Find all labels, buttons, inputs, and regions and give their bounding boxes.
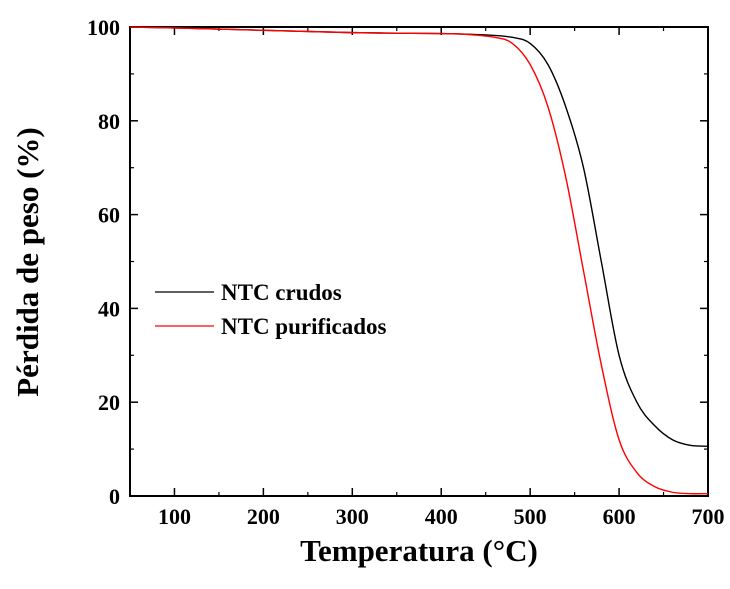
series-line-ntc-crudos xyxy=(129,26,709,447)
x-tick-label: 700 xyxy=(692,504,725,529)
x-axis-title: Temperatura (°C) xyxy=(300,533,538,568)
axis-tick-labels: 100 200 300 400 500 600 700 0 20 40 60 80 100 xyxy=(87,15,725,529)
y-tick-label: 80 xyxy=(98,109,120,134)
y-tick-label: 0 xyxy=(109,484,120,509)
legend-label-ntc-crudos: NTC crudos xyxy=(221,280,342,305)
legend: NTC crudos NTC purificados xyxy=(155,280,387,339)
legend-label-ntc-purificados: NTC purificados xyxy=(221,314,387,339)
x-tick-label: 100 xyxy=(158,504,191,529)
series-layer xyxy=(129,26,709,495)
plot-frame xyxy=(129,26,709,497)
x-tick-label: 300 xyxy=(336,504,369,529)
y-tick-label: 40 xyxy=(98,296,120,321)
series-line-ntc-purificados xyxy=(129,26,709,495)
x-tick-label: 500 xyxy=(514,504,547,529)
axis-ticks xyxy=(129,26,709,497)
x-tick-label: 200 xyxy=(247,504,280,529)
y-tick-label: 60 xyxy=(98,203,120,228)
x-tick-label: 600 xyxy=(603,504,636,529)
y-tick-label: 20 xyxy=(98,390,120,415)
y-tick-label: 100 xyxy=(87,15,120,40)
x-tick-label: 400 xyxy=(425,504,458,529)
y-axis-title: Pérdida de peso (%) xyxy=(10,127,45,397)
